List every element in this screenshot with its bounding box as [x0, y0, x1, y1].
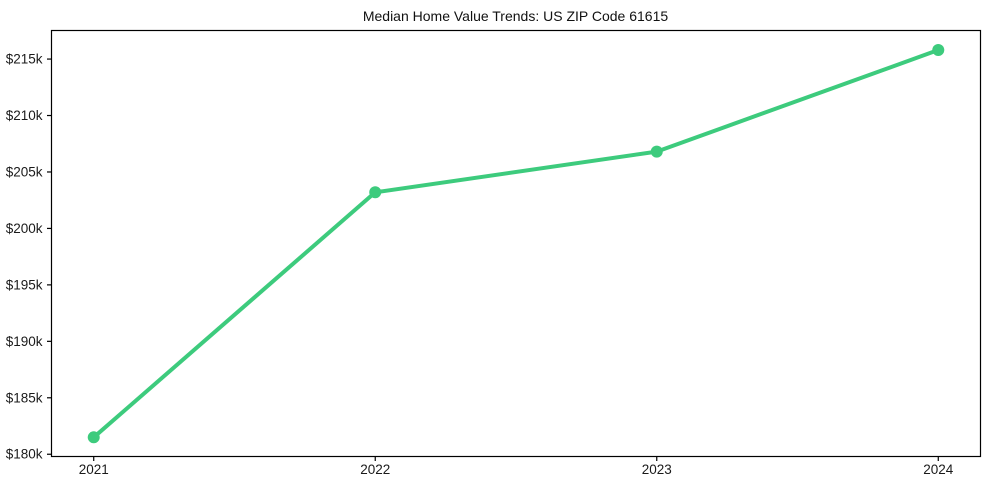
- data-point-marker: [650, 145, 663, 158]
- y-tick-label: $180k: [6, 447, 43, 462]
- x-tick-label: 2021: [79, 462, 109, 477]
- chart-title: Median Home Value Trends: US ZIP Code 61…: [362, 8, 669, 24]
- y-tick-label: $195k: [6, 277, 43, 292]
- plot-frame: [50, 29, 982, 458]
- x-tick-label: 2024: [923, 462, 954, 477]
- x-tick-label: 2022: [360, 462, 390, 477]
- data-point-marker: [87, 431, 100, 444]
- y-tick-label: $185k: [6, 390, 43, 405]
- y-tick-label: $190k: [6, 334, 43, 349]
- trend-line: [91, 48, 941, 440]
- y-tick-label: $215k: [6, 52, 43, 67]
- data-point-marker: [932, 44, 945, 57]
- y-tick-label: $200k: [6, 221, 43, 236]
- x-tick-label: 2023: [642, 462, 672, 477]
- data-point-marker: [369, 186, 382, 199]
- y-tick-label: $210k: [6, 108, 43, 123]
- y-tick-label: $205k: [6, 164, 43, 179]
